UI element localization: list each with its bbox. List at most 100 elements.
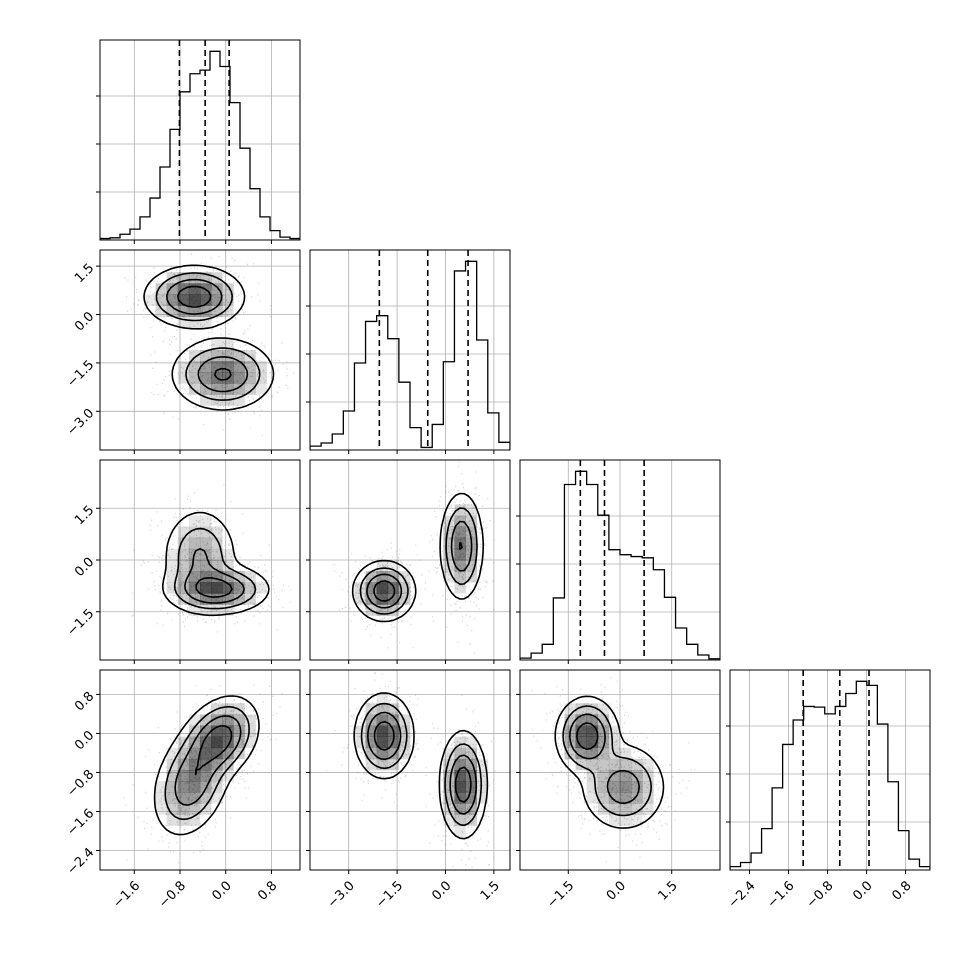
density-2-3-cell [620,781,632,793]
density-0-3-cell [188,747,201,760]
x-tick-label-2-2: 1.5 [656,878,681,903]
density-0-3-cell [188,725,201,737]
density-0-1-cell [188,272,201,284]
density-1-3-contour-3 [373,721,472,803]
density-2-3-cell [586,792,599,804]
density-2-3-cell [575,714,587,726]
density-0-3-cell [200,736,212,749]
density-0-1-cell [211,350,223,362]
density-0-2-frame [99,459,301,661]
density-0-3-cell [177,781,190,793]
x-tick-label-3-1: −1.6 [765,878,798,911]
hist-0-steps [100,50,300,240]
density-1-2-cell [443,548,455,561]
density-0-3-cell [222,736,234,749]
density-2-3-cell [564,703,576,715]
density-2-3-contour-0 [554,695,665,829]
density-0-1-cell [222,383,234,395]
density-0-3-cell [166,792,179,804]
density-0-1-cell [244,383,256,395]
density-1-2-cell [354,593,366,605]
y-tick-label-1-0: −3.0 [64,406,97,439]
y-tick-label-3-1: −1.6 [64,806,97,839]
density-0-2-cell [177,526,190,539]
density-1-3-cell [465,792,477,804]
density-2-3-cell [586,703,599,715]
density-0-3-cell [155,803,167,815]
x-tick-label-2-0: −1.5 [544,878,577,911]
density-0-3-cell [211,770,223,782]
x-tick-label-0-3: 0.8 [255,878,280,903]
density-0-1-cell [233,350,245,362]
density-1-3-cell [454,792,466,804]
density-0-2-contour-0 [162,511,270,617]
density-0-3-cell [188,714,201,726]
density-2-3-cell [575,725,587,737]
x-tick-label-1-3: 1.5 [478,878,503,903]
density-1-2-contour-1 [359,507,478,615]
density-0-2-cell [177,593,190,605]
density-1-3-cell [376,758,389,771]
y-tick-label-3-2: −0.8 [64,767,97,800]
density-0-2-cell [177,560,190,572]
density-0-1-cell [244,350,256,362]
density-0-3-scatter [122,684,283,864]
density-2-3-cell [620,814,632,826]
y-tick-label-1-2: 0.0 [72,309,97,334]
density-1-3-cell [465,747,477,760]
density-0-2-cell [166,548,179,561]
density-2-3-cell [575,747,587,760]
density-1-2-cell [398,582,411,594]
density-0-2-cell [211,571,223,583]
density-0-1-cell [166,283,179,295]
density-1-2-contour-3 [373,542,463,602]
density-0-1-cell [188,383,201,395]
density-0-2-cell [233,571,245,583]
density-1-3-cell [476,781,489,793]
density-0-3-cell [166,747,179,760]
density-0-1-cell [222,338,234,351]
density-0-3-cell [188,781,201,793]
density-0-1-cell [188,316,201,329]
density-2-3-cell [631,803,643,815]
density-1-2-cell [443,515,455,527]
density-2-3-cell [586,770,599,782]
density-0-3-cell [200,725,212,737]
density-1-2-cell [465,515,477,527]
density-1-2-cell [387,560,400,572]
density-0-2-cell [222,604,234,616]
density-1-2-cell [443,571,455,583]
density-2-3-cell [564,747,576,760]
hist-1-frame [309,249,511,451]
density-2-3-cell [631,758,643,771]
density-2-3-cell [586,736,599,749]
density-0-1-cell [244,361,256,373]
histogram-panel-1 [306,249,511,454]
hist-0-frame [99,39,301,241]
density-2-3-cell [586,747,599,760]
density-1-3-cell [454,758,466,771]
density-0-1-cell [211,294,223,306]
density-1-3-cell [443,758,455,771]
density-1-2-contour-2 [366,520,473,609]
density-1-3-cell [454,803,466,815]
density-0-3-cell [155,781,167,793]
density-0-3-cell [200,781,212,793]
density-panel-2-3-content [520,670,720,870]
x-tick-label-3-3: 0.0 [850,878,875,903]
density-0-2-cell [222,571,234,583]
hist-3-steps [730,680,930,870]
density-0-3-cell [200,714,212,726]
density-0-1-cell [200,394,212,406]
density-0-3-cell [211,758,223,771]
density-2-3-cell [608,781,621,793]
x-tick-label-0-1: −0.8 [156,878,189,911]
density-0-1-cell [211,383,223,395]
density-1-3-cell [476,770,489,782]
density-0-3-cell [188,770,201,782]
density-0-2-cell [188,515,201,527]
density-1-3-cell [454,825,466,837]
density-0-3-contour-1 [164,705,250,821]
density-0-2-cell [200,537,212,550]
